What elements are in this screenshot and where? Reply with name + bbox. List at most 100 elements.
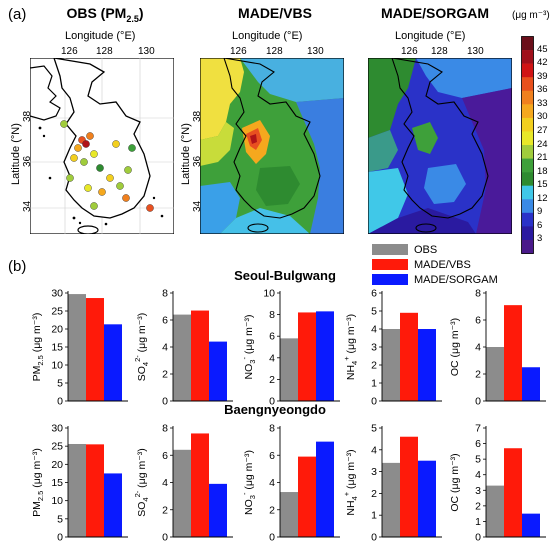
y-axis-label: NO3- (μg m⁻³)	[240, 450, 257, 515]
colorbar-block	[521, 158, 534, 173]
y-tick-label: 2	[162, 504, 168, 516]
map-xlabel-2: Longitude (°E)	[232, 30, 303, 42]
y-tick-label: 4	[475, 342, 481, 354]
y-tick-label: 10	[51, 360, 63, 372]
colorbar-tick-label: 9	[537, 206, 543, 218]
map-obs	[30, 58, 174, 234]
y-tick-label: 6	[269, 450, 275, 462]
obs-station-dot	[84, 184, 92, 192]
map-title-obs: OBS (PM2.5)	[66, 5, 144, 24]
obs-station-dot	[96, 164, 104, 172]
legend-swatch-obs	[372, 244, 408, 255]
y-axis-label: OC (μg m⁻³)	[449, 453, 461, 511]
station-title-seoul: Seoul-Bulgwang	[234, 268, 336, 283]
obs-station-dot	[112, 140, 120, 148]
bar-made-sorgam	[104, 324, 122, 401]
y-tick-label: 0	[475, 532, 481, 544]
bar-made-vbs	[86, 298, 104, 401]
legend-label-obs: OBS	[414, 243, 438, 256]
colorbar-tick-label: 21	[537, 152, 548, 164]
y-tick-label: 2	[475, 369, 481, 381]
map2-xtick-126: 126	[230, 46, 247, 57]
y-tick-label: 2	[269, 504, 275, 516]
obs-station-dot	[128, 144, 136, 152]
y-tick-label: 0	[162, 532, 168, 544]
obs-station-dot	[122, 194, 130, 202]
bar-made-sorgam	[209, 483, 227, 537]
colorbar-tick-label: 39	[537, 70, 548, 82]
colorbar	[521, 36, 534, 254]
bar-made-sorgam	[209, 341, 227, 401]
map1-xtick-128: 128	[96, 46, 113, 57]
y-tick-label: 1	[371, 510, 377, 522]
y-tick-label: 30	[51, 423, 63, 435]
bar-made-vbs	[298, 456, 316, 537]
colorbar-tick-label: 45	[537, 43, 548, 55]
y-tick-label: 8	[162, 423, 168, 435]
y-tick-label: 0	[371, 532, 377, 544]
bar-chart-5: 0 2 4 6 8 OC (μg m⁻³)	[449, 288, 546, 408]
colorbar-tick-label: 6	[537, 219, 543, 231]
legend-swatch-vbs	[372, 259, 408, 270]
map2-xtick-130: 130	[307, 46, 324, 57]
obs-station-markers	[60, 120, 154, 212]
bar-obs	[173, 449, 191, 537]
y-tick-label: 8	[269, 423, 275, 435]
y-tick-label: 6	[162, 450, 168, 462]
colorbar-tick-label: 36	[537, 84, 548, 96]
obs-station-dot	[106, 174, 114, 182]
bar-made-sorgam	[418, 329, 436, 401]
y-tick-label: 0	[371, 396, 377, 408]
bar-made-vbs	[191, 310, 209, 401]
map3-xtick-128: 128	[431, 46, 448, 57]
bar-chart-4: 0 1 2 3 4 5 6 NH4+ (μg m⁻³)	[342, 288, 442, 408]
bar-obs	[280, 338, 298, 401]
obs-station-dot	[80, 158, 88, 166]
y-tick-label: 6	[269, 331, 275, 343]
legend: OBS MADE/VBS MADE/SORGAM	[372, 242, 498, 287]
bar-made-vbs	[400, 312, 418, 401]
obs-station-dot	[66, 174, 74, 182]
colorbar-tick-label: 27	[537, 124, 548, 136]
colorbar-block	[521, 172, 534, 186]
y-axis-label: NH4+ (μg m⁻³)	[342, 449, 359, 515]
y-tick-label: 25	[51, 441, 63, 453]
bar-chart-8: 0 2 4 6 8 NO3- (μg m⁻³)	[240, 423, 340, 544]
y-tick-label: 20	[51, 459, 63, 471]
bar-obs	[486, 347, 504, 401]
map1-xtick-126: 126	[61, 46, 78, 57]
bar-made-sorgam	[316, 311, 334, 401]
bar-obs	[68, 443, 86, 537]
y-axis-label: PM2.5 (μg m⁻³)	[31, 448, 45, 517]
bar-made-vbs	[400, 436, 418, 537]
obs-station-dot	[90, 150, 98, 158]
y-tick-label: 20	[51, 324, 63, 336]
y-tick-label: 8	[162, 288, 168, 300]
colorbar-block	[521, 212, 534, 227]
bar-obs	[486, 485, 504, 537]
y-axis-label: PM2.5 (μg m⁻³)	[31, 313, 45, 382]
y-tick-label: 4	[162, 342, 168, 354]
legend-swatch-sorgam	[372, 274, 408, 285]
obs-station-dot	[86, 132, 94, 140]
colorbar-tick-label: 24	[537, 138, 548, 150]
bar-obs	[280, 492, 298, 537]
y-tick-label: 10	[263, 288, 275, 300]
bar-chart-10: 0 1 2 3 4 5 6 7 OC (μg m⁻³)	[449, 423, 546, 544]
station-title-baengnyeongdo: Baengnyeongdo	[224, 402, 326, 417]
bar-chart-6: 0 5 10 15 20 25 30 PM2.5 (μg m⁻³)	[31, 423, 128, 544]
map-vbs	[200, 58, 344, 234]
y-tick-label: 30	[51, 288, 63, 300]
bar-obs	[173, 314, 191, 401]
y-axis-label: NH4+ (μg m⁻³)	[342, 314, 359, 380]
y-tick-label: 0	[269, 396, 275, 408]
y-tick-label: 1	[371, 378, 377, 390]
obs-station-dot	[98, 188, 106, 196]
colorbar-block	[521, 104, 534, 119]
colorbar-block	[521, 145, 534, 159]
obs-station-dot	[74, 144, 82, 152]
colorbar-block	[521, 239, 534, 254]
y-tick-label: 15	[51, 477, 63, 489]
colorbar-tick-label: 12	[537, 192, 548, 204]
y-tick-label: 10	[51, 495, 63, 507]
